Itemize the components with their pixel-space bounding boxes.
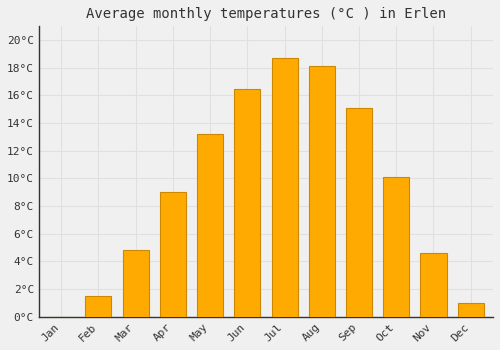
Bar xyxy=(383,177,409,317)
Bar xyxy=(160,192,186,317)
Bar xyxy=(308,66,335,317)
Bar xyxy=(458,303,483,317)
Bar xyxy=(234,89,260,317)
Bar xyxy=(197,134,223,317)
Bar xyxy=(346,108,372,317)
Bar xyxy=(86,296,112,317)
Title: Average monthly temperatures (°C ) in Erlen: Average monthly temperatures (°C ) in Er… xyxy=(86,7,446,21)
Bar xyxy=(420,253,446,317)
Bar xyxy=(272,58,297,317)
Bar xyxy=(122,250,148,317)
